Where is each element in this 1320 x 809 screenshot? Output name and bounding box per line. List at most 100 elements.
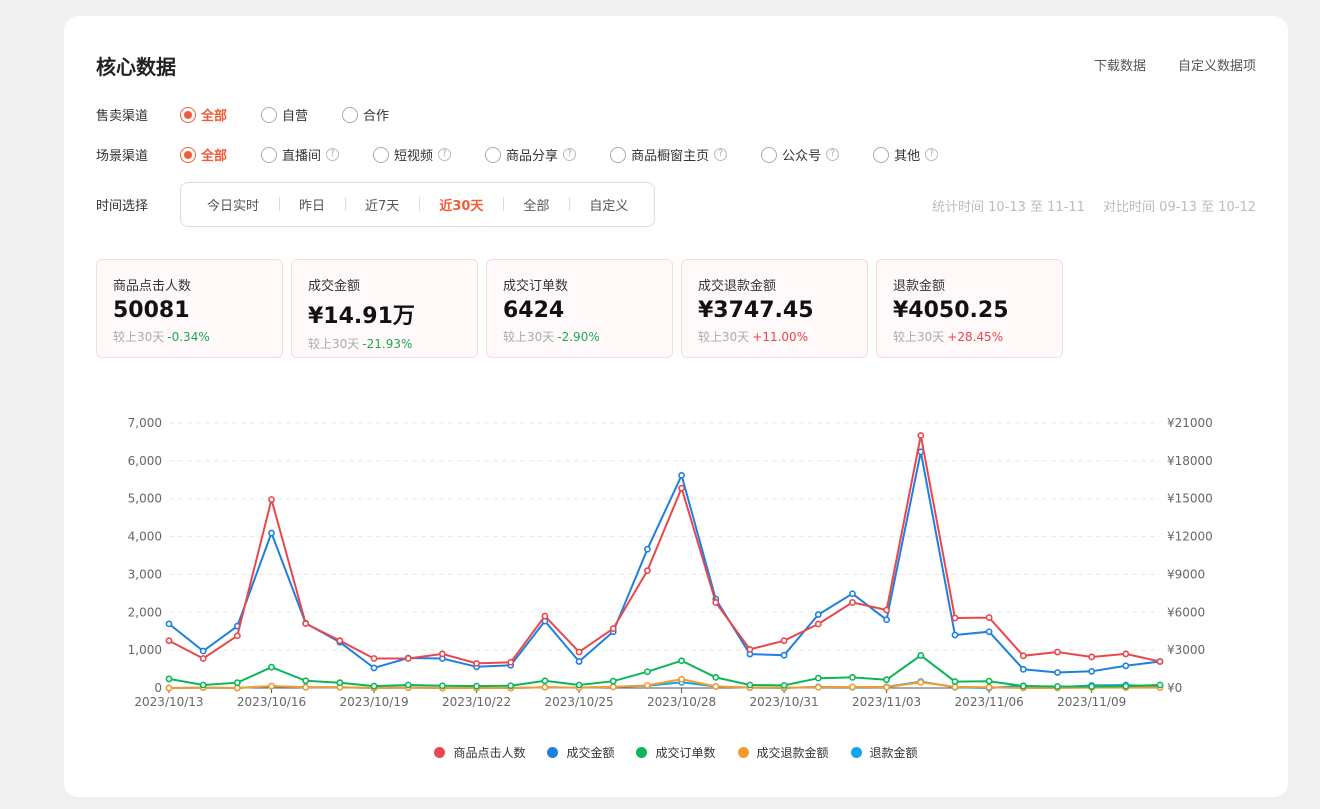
time-option-2[interactable]: 近7天 — [345, 195, 419, 214]
data-point[interactable] — [985, 614, 993, 621]
radio-circle-icon[interactable] — [180, 106, 196, 123]
data-point[interactable] — [985, 628, 993, 636]
sale-channel-option-1[interactable]: 自营 — [261, 105, 308, 124]
metric-card[interactable]: 商品点击人数 50081 较上30天 -0.34% — [96, 259, 283, 358]
scene-channel-option-5[interactable]: 公众号? — [761, 145, 840, 164]
data-point[interactable] — [1088, 653, 1096, 661]
data-point[interactable] — [678, 484, 685, 492]
data-point[interactable] — [644, 567, 651, 575]
radio-circle-icon[interactable] — [180, 146, 196, 163]
scene-channel-option-2[interactable]: 短视频? — [373, 145, 452, 164]
data-point[interactable] — [917, 432, 925, 439]
metric-card[interactable]: 成交退款金额 ¥3747.45 较上30天 +11.00% — [681, 259, 868, 358]
data-point[interactable] — [746, 645, 754, 653]
data-point[interactable] — [199, 681, 207, 689]
data-point[interactable] — [883, 606, 891, 614]
radio-circle-icon[interactable] — [261, 146, 278, 163]
data-point[interactable] — [268, 496, 275, 503]
data-point[interactable] — [849, 683, 856, 691]
data-point[interactable] — [507, 658, 515, 666]
data-point[interactable] — [712, 674, 720, 681]
data-point[interactable] — [302, 677, 310, 685]
legend-item[interactable]: 成交金额 — [547, 744, 614, 761]
metric-card[interactable]: 成交订单数 6424 较上30天 -2.90% — [486, 259, 673, 358]
help-icon[interactable]: ? — [326, 148, 340, 161]
data-point[interactable] — [746, 681, 754, 689]
data-point[interactable] — [370, 664, 378, 672]
data-point[interactable] — [883, 616, 891, 624]
data-point[interactable] — [541, 677, 549, 685]
data-point[interactable] — [370, 682, 378, 690]
data-point[interactable] — [438, 650, 446, 658]
radio-circle-icon[interactable] — [261, 106, 278, 123]
data-point[interactable] — [1156, 681, 1164, 689]
radio-circle-icon[interactable] — [373, 146, 390, 163]
data-point[interactable] — [1122, 682, 1130, 690]
data-point[interactable] — [849, 590, 856, 598]
data-point[interactable] — [165, 620, 173, 628]
sale-channel-option-2[interactable]: 合作 — [342, 105, 389, 124]
legend-item[interactable]: 退款金额 — [850, 744, 918, 761]
data-point[interactable] — [678, 471, 685, 479]
data-point[interactable] — [849, 674, 856, 681]
data-point[interactable] — [165, 637, 173, 645]
data-point[interactable] — [233, 684, 241, 692]
data-point[interactable] — [814, 620, 822, 628]
data-point[interactable] — [302, 683, 310, 691]
data-point[interactable] — [541, 612, 549, 620]
data-point[interactable] — [404, 655, 412, 662]
data-point[interactable] — [1122, 650, 1130, 658]
radio-circle-icon[interactable] — [485, 146, 502, 163]
help-icon[interactable]: ? — [826, 148, 840, 161]
data-point[interactable] — [883, 683, 891, 691]
data-point[interactable] — [780, 637, 788, 645]
time-option-5[interactable]: 自定义 — [569, 195, 648, 214]
data-point[interactable] — [370, 655, 378, 662]
custom-data-items-link[interactable]: 自定义数据项 — [1177, 59, 1256, 74]
data-point[interactable] — [1054, 648, 1061, 656]
data-point[interactable] — [268, 663, 275, 671]
data-point[interactable] — [268, 529, 275, 537]
data-point[interactable] — [814, 611, 822, 618]
help-icon[interactable]: ? — [714, 148, 728, 161]
data-point[interactable] — [917, 652, 925, 659]
data-point[interactable] — [1156, 658, 1164, 665]
data-point[interactable] — [575, 648, 583, 656]
time-option-1[interactable]: 昨日 — [279, 195, 345, 214]
data-point[interactable] — [404, 681, 412, 689]
data-point[interactable] — [1054, 683, 1061, 690]
data-point[interactable] — [951, 614, 959, 622]
time-option-0[interactable]: 今日实时 — [207, 199, 260, 214]
data-point[interactable] — [814, 674, 822, 682]
data-point[interactable] — [575, 681, 583, 689]
data-point[interactable] — [473, 682, 480, 690]
data-point[interactable] — [883, 676, 891, 684]
help-icon[interactable]: ? — [563, 148, 577, 161]
data-point[interactable] — [336, 637, 344, 645]
data-point[interactable] — [1019, 665, 1027, 673]
metric-card[interactable]: 退款金额 ¥4050.25 较上30天 +28.45% — [876, 259, 1063, 358]
data-point[interactable] — [165, 675, 173, 683]
data-point[interactable] — [233, 632, 241, 640]
data-point[interactable] — [644, 545, 651, 553]
data-point[interactable] — [609, 625, 617, 632]
data-point[interactable] — [951, 631, 959, 639]
data-point[interactable] — [233, 679, 241, 687]
data-point[interactable] — [1122, 662, 1130, 670]
data-point[interactable] — [849, 599, 856, 606]
data-point[interactable] — [609, 677, 617, 685]
time-option-3[interactable]: 近30天 — [419, 195, 503, 214]
data-point[interactable] — [780, 651, 788, 659]
data-point[interactable] — [336, 679, 344, 687]
data-point[interactable] — [985, 683, 993, 691]
data-point[interactable] — [814, 683, 822, 691]
time-option-4[interactable]: 全部 — [503, 195, 569, 214]
data-point[interactable] — [644, 668, 651, 676]
data-point[interactable] — [712, 683, 720, 690]
data-point[interactable] — [712, 599, 720, 606]
data-point[interactable] — [951, 683, 959, 691]
data-point[interactable] — [1088, 667, 1096, 675]
data-point[interactable] — [780, 681, 788, 689]
data-point[interactable] — [678, 657, 685, 665]
data-point[interactable] — [268, 682, 275, 690]
